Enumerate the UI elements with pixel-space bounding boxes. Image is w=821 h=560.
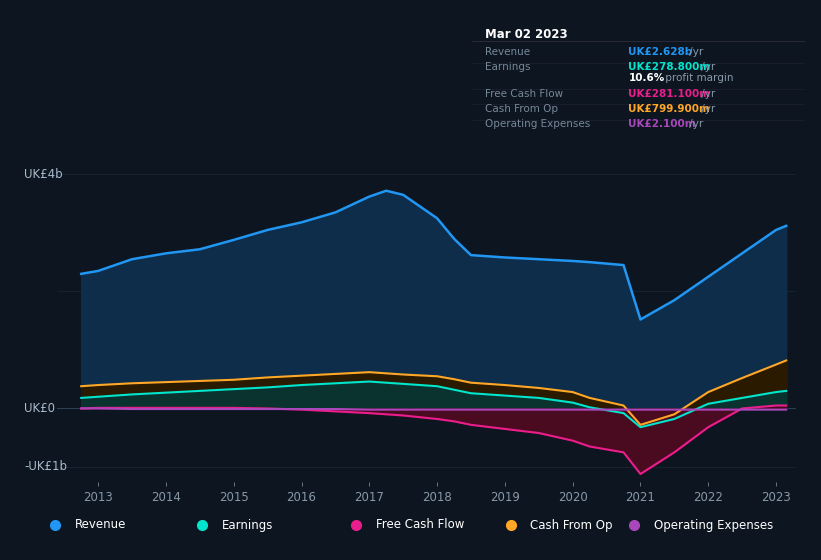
Text: /yr: /yr xyxy=(686,119,703,129)
Text: 10.6%: 10.6% xyxy=(628,73,665,83)
Text: profit margin: profit margin xyxy=(662,73,733,83)
Text: /yr: /yr xyxy=(686,48,703,57)
Text: Free Cash Flow: Free Cash Flow xyxy=(485,88,563,99)
Text: /yr: /yr xyxy=(698,88,715,99)
Text: Operating Expenses: Operating Expenses xyxy=(485,119,590,129)
Text: UK£2.628b: UK£2.628b xyxy=(628,48,693,57)
Text: Revenue: Revenue xyxy=(75,519,126,531)
Text: UK£278.800m: UK£278.800m xyxy=(628,63,711,72)
Text: /yr: /yr xyxy=(698,63,715,72)
Text: Revenue: Revenue xyxy=(485,48,530,57)
Text: UK£281.100m: UK£281.100m xyxy=(628,88,710,99)
Text: Earnings: Earnings xyxy=(485,63,531,72)
Text: UK£799.900m: UK£799.900m xyxy=(628,104,710,114)
Text: Mar 02 2023: Mar 02 2023 xyxy=(485,27,568,41)
Text: Cash From Op: Cash From Op xyxy=(485,104,558,114)
Text: Cash From Op: Cash From Op xyxy=(530,519,612,531)
Text: -UK£1b: -UK£1b xyxy=(25,460,67,473)
Text: Operating Expenses: Operating Expenses xyxy=(654,519,773,531)
Text: Free Cash Flow: Free Cash Flow xyxy=(376,519,464,531)
Text: UK£2.100m: UK£2.100m xyxy=(628,119,696,129)
Text: Earnings: Earnings xyxy=(222,519,273,531)
Text: UK£4b: UK£4b xyxy=(25,168,63,181)
Text: UK£0: UK£0 xyxy=(25,402,55,415)
Text: /yr: /yr xyxy=(698,104,715,114)
